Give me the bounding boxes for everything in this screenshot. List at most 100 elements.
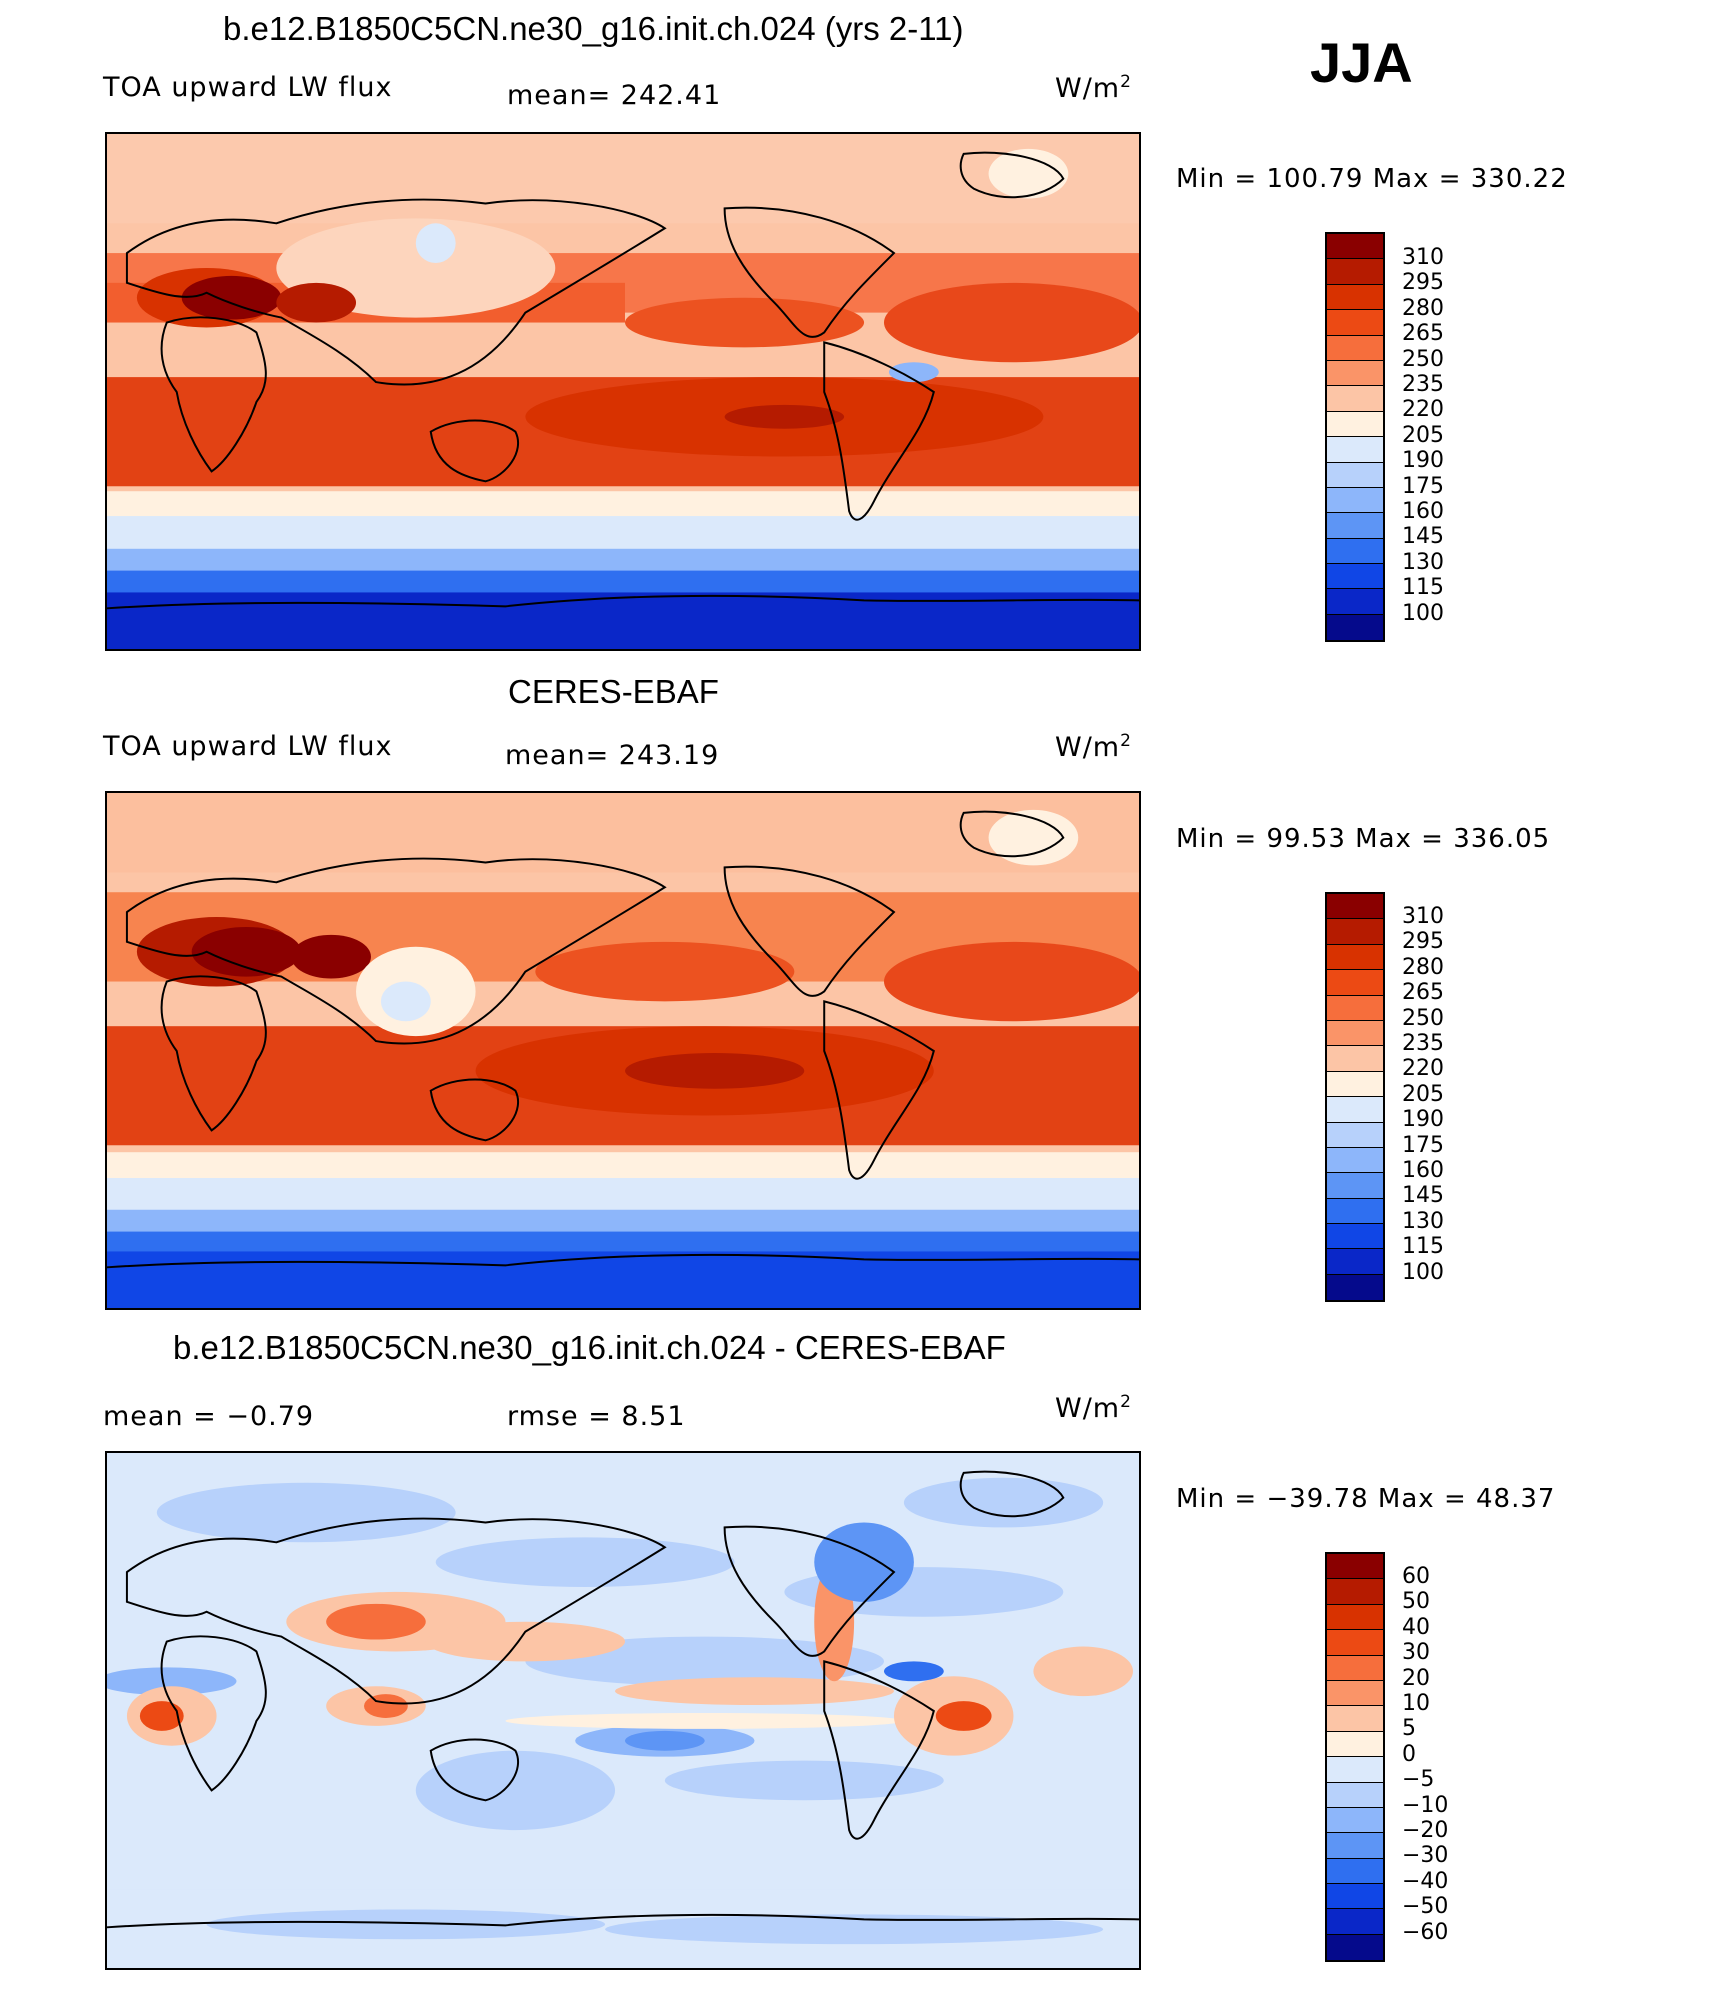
colorbar-swatch — [1327, 1554, 1383, 1580]
colorbar-tick-label: 220 — [1402, 1056, 1444, 1082]
colorbar-swatch — [1327, 284, 1383, 311]
min-max-label: Min = −39.78 Max = 48.37 — [1176, 1484, 1556, 1514]
colorbar-swatch — [1327, 1655, 1383, 1681]
colorbar-tick-label: 190 — [1402, 1107, 1444, 1133]
panel-title: CERES-EBAF — [508, 673, 719, 710]
colorbar-swatch — [1327, 1604, 1383, 1631]
colorbar-swatch — [1327, 234, 1383, 260]
colorbar-tick-label: 190 — [1402, 448, 1444, 474]
colorbar-swatch — [1327, 462, 1383, 488]
colorbar-swatch — [1327, 259, 1383, 285]
colorbar-tick-label: 310 — [1402, 245, 1444, 270]
colorbar-swatch — [1327, 614, 1383, 641]
min-max-label: Min = 100.79 Max = 330.22 — [1176, 164, 1568, 194]
units-label: W/m2 — [1055, 72, 1132, 104]
colorbar-swatch — [1327, 1147, 1383, 1174]
colorbar-tick-label: 50 — [1402, 1589, 1430, 1615]
colorbar-swatch — [1327, 944, 1383, 971]
units-label: W/m2 — [1055, 731, 1132, 763]
colorbar-tick-label: 30 — [1402, 1640, 1430, 1666]
colorbar-tick-label: 60 — [1402, 1564, 1430, 1589]
mean-label: mean= 242.41 — [507, 80, 722, 111]
colorbar-swatch — [1327, 1757, 1383, 1783]
colorbar-tick-label: 130 — [1402, 549, 1444, 575]
colorbar-tick-label: 250 — [1402, 346, 1444, 372]
colorbar-swatch — [1327, 589, 1383, 615]
colorbar-tick-label: 145 — [1402, 524, 1444, 550]
colorbar-swatch — [1327, 1122, 1383, 1148]
colorbar-swatch — [1327, 919, 1383, 945]
colorbar-swatch — [1327, 1173, 1383, 1199]
colorbar-swatch — [1327, 970, 1383, 996]
colorbar-tick-label: 160 — [1402, 499, 1444, 524]
colorbar-tick-label: −50 — [1402, 1894, 1449, 1920]
colorbar-swatch — [1327, 335, 1383, 361]
colorbar-swatch — [1327, 1884, 1383, 1910]
map-canvas — [107, 1453, 1139, 1968]
units-label: W/m2 — [1055, 1392, 1132, 1424]
colorbar-swatch — [1327, 1934, 1383, 1961]
colorbar-tick-label: −5 — [1402, 1767, 1435, 1793]
colorbar-tick-label: 115 — [1402, 1234, 1444, 1260]
colorbar-tick-label: 280 — [1402, 954, 1444, 980]
colorbar-swatch — [1327, 360, 1383, 387]
colorbar-swatch — [1327, 1858, 1383, 1885]
colorbar-swatch — [1327, 538, 1383, 565]
colorbar-tick-label: 280 — [1402, 295, 1444, 321]
colorbar-swatch — [1327, 1274, 1383, 1301]
colorbar-tick-label: 40 — [1402, 1614, 1430, 1640]
colorbar-swatch — [1327, 894, 1383, 920]
colorbar-tick-label: 220 — [1402, 397, 1444, 423]
units-text: W/m — [1055, 732, 1121, 763]
colorbar-tick-label: −60 — [1402, 1919, 1449, 1945]
colorbar-difference — [1325, 1552, 1385, 1963]
colorbar-swatch — [1327, 1630, 1383, 1656]
colorbar-swatch — [1327, 487, 1383, 514]
map-canvas — [107, 134, 1139, 649]
rmse-label: rmse = 8.51 — [507, 1401, 686, 1432]
colorbar-swatch — [1327, 1782, 1383, 1808]
colorbar-tick-label: −20 — [1402, 1818, 1449, 1843]
units-text: W/m — [1055, 73, 1121, 104]
panel-title: b.e12.B1850C5CN.ne30_g16.init.ch.024 (yr… — [223, 10, 964, 47]
map-difference — [105, 1451, 1141, 1970]
colorbar-tick-label: 265 — [1402, 980, 1444, 1006]
colorbar-tick-label: 100 — [1402, 1259, 1444, 1285]
mean-label: mean = −0.79 — [103, 1401, 315, 1432]
colorbar-swatch — [1327, 1909, 1383, 1935]
variable-label: TOA upward LW flux — [103, 731, 393, 762]
colorbar-tick-label: 235 — [1402, 372, 1444, 397]
colorbar-swatch — [1327, 513, 1383, 539]
colorbar-swatch — [1327, 1071, 1383, 1098]
colorbar-swatch — [1327, 1706, 1383, 1732]
colorbar-tick-label: 205 — [1402, 1081, 1444, 1107]
colorbar-swatch — [1327, 411, 1383, 438]
colorbar-tick-label: −10 — [1402, 1792, 1449, 1818]
colorbar-tick-label: 310 — [1402, 904, 1444, 929]
colorbar-tick-label: 265 — [1402, 321, 1444, 347]
colorbar-tick-label: 5 — [1402, 1716, 1416, 1742]
map-ceres-lw-flux — [105, 791, 1141, 1310]
colorbar-model — [1325, 232, 1385, 643]
colorbar-swatch — [1327, 1579, 1383, 1605]
colorbar-tick-label: 20 — [1402, 1665, 1430, 1691]
colorbar-tick-label: −30 — [1402, 1843, 1449, 1869]
colorbar-tick-label: 100 — [1402, 600, 1444, 626]
colorbar-tick-label: 145 — [1402, 1183, 1444, 1209]
panel-title: b.e12.B1850C5CN.ne30_g16.init.ch.024 - C… — [173, 1329, 1006, 1366]
colorbar-swatch — [1327, 1807, 1383, 1834]
units-text: W/m — [1055, 1393, 1121, 1424]
colorbar-swatch — [1327, 1680, 1383, 1707]
map-model-lw-flux — [105, 132, 1141, 651]
colorbar-swatch — [1327, 1731, 1383, 1758]
colorbar-tick-label: −40 — [1402, 1868, 1449, 1894]
colorbar-swatch — [1327, 564, 1383, 590]
colorbar-tick-label: 175 — [1402, 1132, 1444, 1158]
colorbar-swatch — [1327, 437, 1383, 463]
colorbar-tick-label: 295 — [1402, 270, 1444, 296]
colorbar-swatch — [1327, 1249, 1383, 1275]
colorbar-swatch — [1327, 995, 1383, 1021]
colorbar-swatch — [1327, 310, 1383, 336]
units-exponent: 2 — [1120, 1392, 1132, 1412]
colorbar-swatch — [1327, 1097, 1383, 1123]
